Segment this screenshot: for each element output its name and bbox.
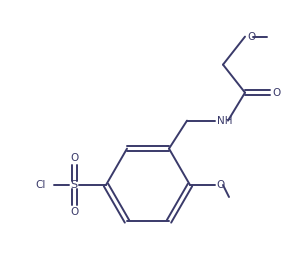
Text: O: O bbox=[272, 88, 280, 98]
Text: NH: NH bbox=[217, 116, 232, 126]
Text: S: S bbox=[70, 180, 78, 190]
Text: O: O bbox=[70, 153, 78, 163]
Text: O: O bbox=[247, 32, 255, 42]
Text: Cl: Cl bbox=[36, 180, 46, 190]
Text: O: O bbox=[216, 180, 224, 190]
Text: O: O bbox=[70, 207, 78, 217]
